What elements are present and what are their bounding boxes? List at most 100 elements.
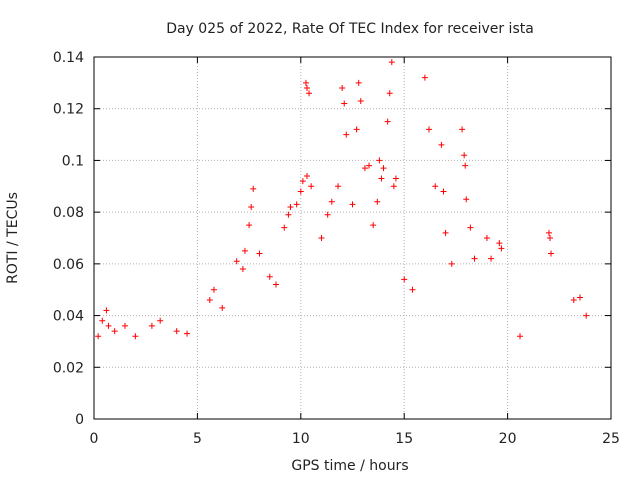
data-point — [306, 90, 313, 97]
data-point — [401, 276, 408, 283]
data-point — [219, 304, 226, 311]
data-point — [184, 330, 191, 337]
data-point — [384, 118, 391, 125]
data-point — [386, 90, 393, 97]
data-point — [304, 85, 311, 92]
data-point — [392, 175, 399, 182]
data-point — [206, 297, 213, 304]
data-point — [380, 165, 387, 172]
data-point — [157, 317, 164, 324]
data-point — [448, 260, 455, 267]
x-tick-label: 25 — [602, 431, 620, 447]
data-point — [357, 97, 364, 104]
data-point — [341, 100, 348, 107]
plot-frame — [93, 56, 612, 420]
data-point — [241, 247, 248, 254]
x-tick-label: 0 — [90, 431, 99, 447]
data-point — [409, 286, 416, 293]
data-point — [103, 307, 110, 314]
y-tick-label: 0.06 — [53, 257, 84, 273]
data-point — [376, 157, 383, 164]
y-axis-label: ROTI / TECUs — [5, 192, 21, 284]
data-point — [390, 183, 397, 190]
data-point — [426, 126, 433, 133]
data-point — [285, 211, 292, 218]
data-point — [299, 178, 306, 185]
data-point — [302, 79, 309, 86]
data-point — [463, 196, 470, 203]
data-point — [256, 250, 263, 257]
data-point — [442, 229, 449, 236]
data-point — [461, 152, 468, 159]
data-point — [459, 126, 466, 133]
data-point — [483, 235, 490, 241]
grid — [94, 57, 611, 419]
data-point — [343, 131, 350, 138]
data-point — [297, 188, 304, 195]
data-point — [304, 172, 311, 179]
y-tick-label: 0.08 — [53, 205, 84, 221]
data-point — [349, 201, 356, 208]
data-point — [246, 222, 253, 229]
data-point — [148, 322, 155, 329]
x-axis-label: GPS time / hours — [291, 458, 408, 474]
y-tick-label: 0 — [75, 412, 84, 428]
scatter-points — [95, 59, 590, 340]
y-tick-label: 0.02 — [53, 360, 84, 376]
data-point — [324, 211, 331, 218]
data-point — [570, 297, 577, 304]
data-point — [517, 333, 524, 340]
data-point — [462, 162, 469, 169]
data-point — [233, 258, 240, 265]
data-point — [328, 198, 335, 205]
data-point — [281, 224, 288, 231]
data-point — [318, 235, 325, 241]
x-tick-label: 5 — [193, 431, 202, 447]
data-point — [548, 250, 555, 257]
data-point — [355, 79, 362, 86]
data-point — [293, 201, 300, 208]
y-tick-label: 0.04 — [53, 309, 84, 325]
axis-ticks: 0 5 10 15 20 25 0 0.02 0.04 0.06 0.08 0.1 0.12 0.14 — [53, 50, 620, 447]
data-point — [361, 165, 368, 172]
data-point — [374, 198, 381, 205]
x-tick-label: 15 — [395, 431, 413, 447]
data-point — [266, 273, 273, 280]
data-point — [99, 317, 106, 324]
data-point — [440, 188, 447, 195]
data-point — [421, 74, 428, 81]
data-point — [250, 185, 257, 192]
data-point — [488, 255, 495, 262]
data-point — [239, 266, 246, 273]
data-point — [105, 322, 112, 329]
data-point — [471, 255, 478, 262]
data-point — [378, 175, 385, 182]
data-point — [353, 126, 360, 133]
y-tick-label: 0.1 — [62, 153, 84, 169]
data-point — [111, 328, 118, 335]
x-tick-label: 10 — [292, 431, 310, 447]
data-point — [498, 245, 505, 252]
y-tick-label: 0.12 — [53, 102, 84, 118]
data-point — [545, 229, 552, 236]
data-point — [173, 328, 180, 335]
data-point — [308, 183, 315, 190]
data-point — [366, 162, 373, 169]
y-tick-label: 0.14 — [53, 50, 84, 66]
data-point — [248, 203, 255, 210]
data-point — [546, 235, 553, 241]
data-point — [132, 333, 139, 340]
data-point — [210, 286, 217, 293]
x-tick-label: 20 — [499, 431, 517, 447]
data-point — [339, 85, 346, 92]
data-point — [467, 224, 474, 231]
data-point — [583, 312, 590, 319]
data-point — [438, 141, 445, 148]
chart-title: Day 025 of 2022, Rate Of TEC Index for r… — [166, 21, 534, 37]
data-point — [370, 222, 377, 229]
data-point — [576, 294, 583, 301]
data-point — [496, 240, 503, 247]
data-point — [122, 322, 129, 329]
data-point — [432, 183, 439, 190]
